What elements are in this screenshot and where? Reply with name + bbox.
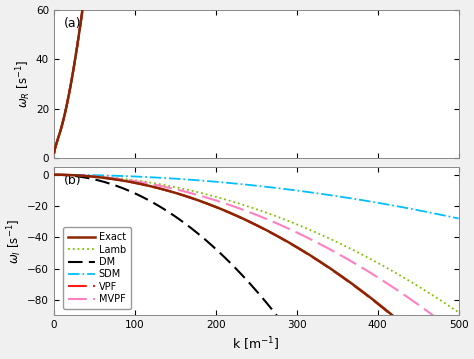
VPF — [198, 199, 203, 204]
Line: DM: DM — [54, 0, 459, 153]
Exact — [51, 173, 57, 177]
SDM — [308, 190, 314, 195]
X-axis label: k [m$^{-1}$]: k [m$^{-1}$] — [232, 336, 280, 354]
Line: SDM: SDM — [54, 175, 459, 219]
DM — [291, 335, 296, 340]
MVPF — [198, 194, 203, 198]
Lamb — [51, 173, 57, 177]
Lamb — [72, 61, 77, 65]
Exact — [198, 199, 203, 203]
SDM — [72, 61, 77, 65]
Text: (b): (b) — [64, 174, 82, 187]
Text: (a): (a) — [64, 17, 82, 30]
VPF — [51, 150, 57, 155]
Line: DM: DM — [54, 175, 459, 359]
VPF — [51, 173, 57, 177]
Y-axis label: $\omega_R$ [s$^{-1}$]: $\omega_R$ [s$^{-1}$] — [14, 60, 33, 108]
Exact — [72, 61, 77, 65]
SDM — [72, 173, 77, 177]
Line: Exact: Exact — [54, 175, 459, 359]
VPF — [308, 254, 314, 258]
VPF — [351, 284, 357, 288]
MVPF — [51, 150, 57, 155]
Line: MVPF: MVPF — [54, 175, 459, 335]
SDM — [51, 173, 57, 177]
Legend: Exact, Lamb, DM, SDM, VPF, MVPF: Exact, Lamb, DM, SDM, VPF, MVPF — [63, 227, 131, 309]
Exact — [308, 254, 314, 258]
DM — [51, 150, 57, 155]
VPF — [291, 243, 296, 248]
SDM — [456, 216, 462, 221]
MVPF — [51, 173, 57, 177]
Line: MVPF: MVPF — [54, 0, 459, 153]
DM — [72, 61, 77, 65]
DM — [72, 174, 77, 178]
Y-axis label: $\omega_I$ [s$^{-1}$]: $\omega_I$ [s$^{-1}$] — [6, 219, 24, 264]
MVPF — [72, 173, 77, 177]
Exact — [351, 283, 357, 287]
Line: Lamb: Lamb — [54, 0, 459, 153]
Lamb — [308, 228, 314, 233]
MVPF — [373, 274, 378, 278]
SDM — [51, 150, 57, 155]
Exact — [291, 243, 296, 247]
SDM — [351, 197, 357, 201]
Line: VPF: VPF — [54, 175, 459, 359]
Lamb — [291, 221, 296, 225]
Lamb — [198, 191, 203, 195]
Line: Lamb: Lamb — [54, 175, 459, 312]
MVPF — [72, 61, 77, 65]
Exact — [373, 299, 378, 304]
DM — [198, 234, 203, 238]
SDM — [198, 178, 203, 183]
VPF — [72, 173, 77, 177]
VPF — [373, 300, 378, 304]
SDM — [291, 188, 296, 192]
Line: VPF: VPF — [54, 0, 459, 153]
Lamb — [51, 150, 57, 155]
VPF — [72, 61, 77, 65]
MVPF — [351, 261, 357, 265]
Lamb — [456, 310, 462, 314]
MVPF — [291, 229, 296, 233]
MVPF — [456, 333, 462, 337]
Lamb — [351, 248, 357, 253]
DM — [51, 173, 57, 177]
MVPF — [308, 237, 314, 242]
Line: SDM: SDM — [54, 0, 459, 153]
Lamb — [373, 260, 378, 264]
Exact — [72, 173, 77, 177]
Lamb — [72, 173, 77, 177]
Line: Exact: Exact — [54, 0, 459, 153]
SDM — [373, 200, 378, 205]
Exact — [51, 150, 57, 155]
